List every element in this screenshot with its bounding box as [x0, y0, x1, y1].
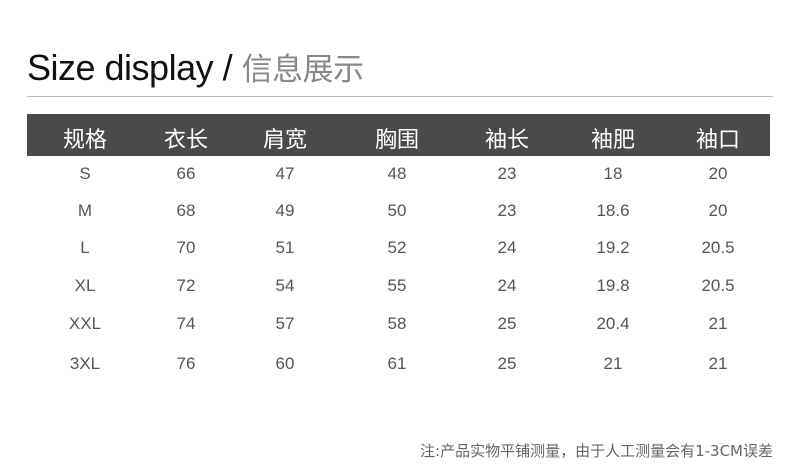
- table-cell: 50: [387, 201, 407, 220]
- table-cell: S: [79, 164, 91, 183]
- column-header: 胸围: [374, 128, 420, 153]
- table-cell: 74: [176, 314, 196, 333]
- table-cell: XXL: [68, 314, 102, 333]
- column-header: 肩宽: [262, 128, 308, 153]
- table-cell: 49: [275, 201, 295, 220]
- table-cell: 21: [603, 354, 623, 373]
- table-cell: 52: [387, 238, 407, 257]
- table-cell: 70: [176, 238, 196, 257]
- table-row: XXL 74 57 58 25 20.4 21: [0, 314, 800, 338]
- page-title: Size display / 信息展示: [27, 44, 364, 89]
- table-cell: 24: [497, 276, 517, 295]
- table-cell: 18.6: [596, 201, 630, 220]
- table-cell: 23: [497, 164, 517, 183]
- table-header: 规格 衣长 肩宽 胸围 袖长 袖肥 袖口: [27, 114, 770, 156]
- table-row: 3XL 76 60 61 25 21 21: [0, 354, 800, 378]
- column-header: 袖口: [695, 128, 741, 153]
- table-cell: 21: [708, 314, 728, 333]
- table-cell: 68: [176, 201, 196, 220]
- table-cell: 25: [497, 314, 517, 333]
- table-cell: 66: [176, 164, 196, 183]
- table-cell: M: [77, 201, 93, 220]
- table-cell: 61: [387, 354, 407, 373]
- table-cell: 60: [275, 354, 295, 373]
- title-cn: 信息展示: [241, 52, 365, 88]
- table-cell: 57: [275, 314, 295, 333]
- divider: [27, 96, 773, 97]
- column-header: 袖肥: [590, 128, 636, 153]
- table-cell: 48: [387, 164, 407, 183]
- table-cell: 23: [497, 201, 517, 220]
- title-en: Size display /: [27, 47, 233, 88]
- table-cell: 54: [275, 276, 295, 295]
- table-cell: 19.8: [596, 276, 630, 295]
- table-cell: 20: [708, 201, 728, 220]
- table-cell: 20.5: [701, 238, 735, 257]
- table-cell: 58: [387, 314, 407, 333]
- table-cell: 51: [275, 238, 295, 257]
- table-cell: 72: [176, 276, 196, 295]
- table-cell: 20: [708, 164, 728, 183]
- table-cell: 24: [497, 238, 517, 257]
- table-cell: L: [80, 238, 90, 257]
- table-cell: XL: [74, 276, 96, 295]
- table-row: S 66 47 48 23 18 20: [0, 164, 800, 188]
- table-cell: 47: [275, 164, 295, 183]
- table-cell: 25: [497, 354, 517, 373]
- measurement-note: 注:产品实物平铺测量，由于人工测量会有1-3CM误差: [420, 442, 773, 460]
- table-cell: 20.5: [701, 276, 735, 295]
- table-row: L 70 51 52 24 19.2 20.5: [0, 238, 800, 262]
- table-cell: 19.2: [596, 238, 630, 257]
- table-cell: 21: [708, 354, 728, 373]
- table-row: XL 72 54 55 24 19.8 20.5: [0, 276, 800, 300]
- table-cell: 20.4: [596, 314, 630, 333]
- column-header: 规格: [62, 128, 108, 153]
- table-cell: 76: [176, 354, 196, 373]
- column-header: 袖长: [484, 128, 530, 153]
- table-cell: 3XL: [69, 354, 101, 373]
- table-cell: 18: [603, 164, 623, 183]
- table-cell: 55: [387, 276, 407, 295]
- table-row: M 68 49 50 23 18.6 20: [0, 201, 800, 225]
- column-header: 衣长: [163, 128, 209, 153]
